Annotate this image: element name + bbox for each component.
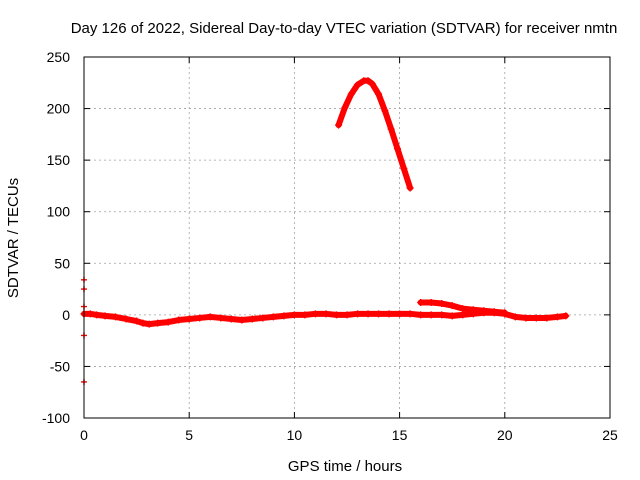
data-point-arc [393, 145, 401, 153]
data-point-baseline [396, 310, 404, 318]
y-tick-label: 250 [47, 49, 71, 65]
data-point-baseline [322, 310, 330, 318]
ticks [83, 56, 611, 419]
data-point-baseline [133, 317, 141, 325]
data-point-baseline [522, 314, 530, 322]
data-point-baseline [122, 315, 130, 323]
data-point-baseline [280, 312, 288, 320]
data-point-baseline [154, 319, 162, 327]
data-point-baseline [438, 311, 446, 319]
data-point-hump [469, 306, 477, 314]
data-point-baseline [375, 310, 383, 318]
data-point-baseline [290, 311, 298, 319]
y-axis-label: SDTVAR / TECUs [5, 178, 22, 298]
data-point-baseline [343, 311, 351, 319]
data-point-baseline [227, 315, 235, 323]
data-point-arc [406, 184, 414, 192]
y-tick-label: 100 [47, 204, 71, 220]
data-marks [80, 77, 570, 385]
series-line-arc [335, 77, 414, 191]
data-point-baseline [364, 310, 372, 318]
x-tick-label: 10 [287, 427, 303, 443]
data-point-hump [448, 302, 456, 310]
y-tick-label: 200 [47, 101, 71, 117]
data-point-arc [335, 121, 343, 129]
data-point-arc [375, 90, 383, 98]
y-tick-label: -100 [42, 410, 70, 426]
data-point-arc [400, 164, 408, 172]
data-point-baseline [511, 313, 519, 321]
data-point-baseline [427, 311, 435, 319]
chart-title: Day 126 of 2022, Sidereal Day-to-day VTE… [71, 20, 618, 37]
data-point-baseline [145, 320, 153, 328]
data-point-baseline [269, 313, 277, 321]
data-point-baseline [301, 311, 309, 319]
data-point-baseline [562, 312, 570, 320]
data-point-baseline [311, 310, 319, 318]
tick-labels: 0 5 10 15 20 25 -100 -50 0 50 100 150 200 250 [42, 49, 618, 443]
data-point-baseline [217, 314, 225, 322]
data-point-hump [490, 308, 498, 316]
data-point-baseline [185, 315, 193, 323]
data-point-baseline [406, 310, 414, 318]
x-tick-label: 0 [80, 427, 88, 443]
data-point-baseline [196, 314, 204, 322]
data-point-baseline [93, 311, 101, 319]
data-point-arc [387, 125, 395, 133]
data-point-baseline [86, 310, 94, 318]
x-tick-label: 5 [185, 427, 193, 443]
data-point-hump [459, 305, 467, 313]
data-point-hump [501, 309, 509, 317]
x-tick-label: 15 [392, 427, 408, 443]
data-point-baseline [259, 314, 267, 322]
data-point-baseline [543, 314, 551, 322]
data-point-hump [438, 300, 446, 308]
x-tick-label: 20 [497, 427, 513, 443]
data-point-baseline [248, 315, 256, 323]
data-point-baseline [238, 316, 246, 324]
data-point-hump [480, 307, 488, 315]
data-point-baseline [139, 319, 147, 327]
data-point-arc [364, 77, 372, 85]
y-tick-label: 0 [62, 307, 70, 323]
data-point-baseline [101, 312, 109, 320]
data-point-arc [341, 104, 349, 112]
data-point-hump [427, 298, 435, 306]
data-point-baseline [206, 313, 214, 321]
data-point-baseline [448, 312, 456, 320]
y-tick-label: 150 [47, 152, 71, 168]
data-point-baseline [112, 313, 120, 321]
data-point-baseline [164, 318, 172, 326]
x-axis-label: GPS time / hours [288, 458, 402, 475]
data-point-baseline [532, 314, 540, 322]
x-tick-label: 25 [602, 427, 618, 443]
grid [84, 57, 610, 418]
y-tick-label: -50 [50, 358, 70, 374]
data-point-hump [417, 298, 425, 306]
data-point-baseline [332, 311, 340, 319]
data-point-baseline [385, 310, 393, 318]
data-point-arc [347, 90, 355, 98]
data-point-baseline [417, 311, 425, 319]
data-point-baseline [459, 311, 467, 319]
data-point-arc [354, 81, 362, 89]
data-point-arc [381, 107, 389, 115]
data-point-arc [368, 80, 376, 88]
y-tick-label: 50 [54, 255, 70, 271]
plot-frame [83, 56, 611, 419]
data-point-baseline [175, 316, 183, 324]
data-point-baseline [354, 310, 362, 318]
data-point-baseline [553, 313, 561, 321]
